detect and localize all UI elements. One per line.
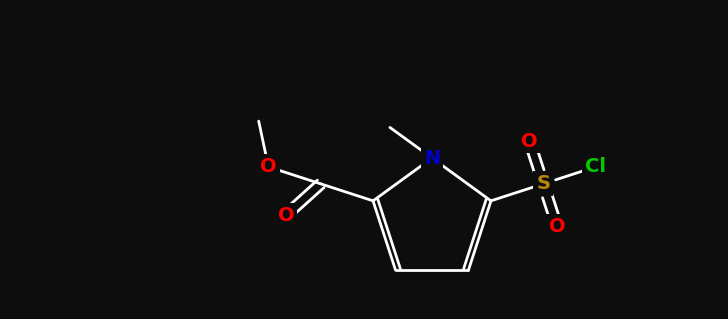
Text: O: O — [277, 206, 294, 225]
Text: N: N — [424, 149, 440, 167]
Text: O: O — [521, 131, 538, 151]
Text: O: O — [549, 217, 566, 236]
Text: O: O — [260, 157, 277, 176]
Text: S: S — [537, 174, 550, 193]
Text: Cl: Cl — [585, 157, 606, 176]
